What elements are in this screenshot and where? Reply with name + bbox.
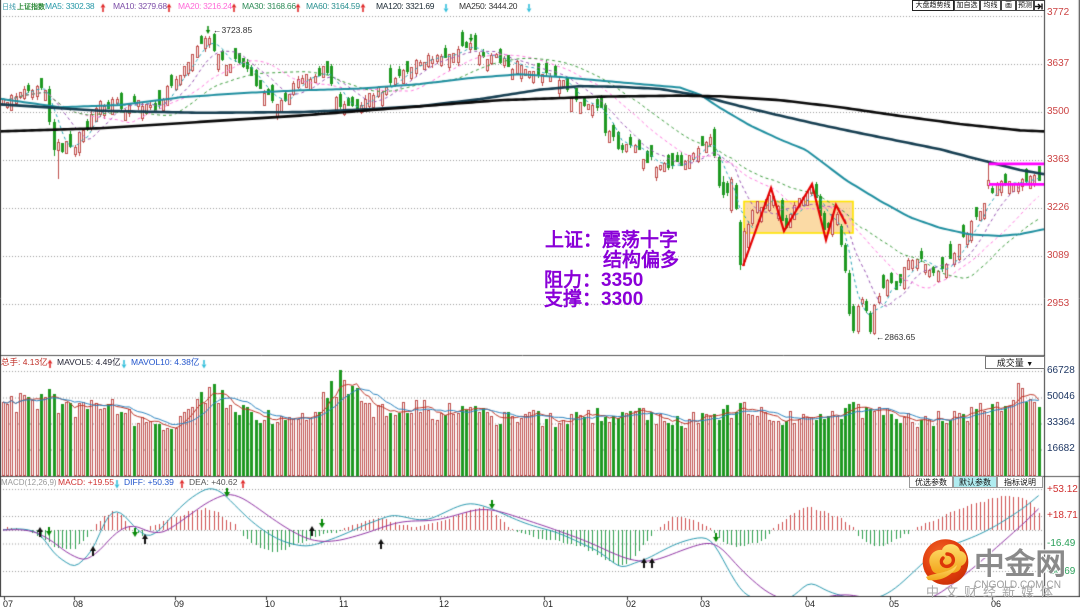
svg-text:CNGOLD.COM.CN: CNGOLD.COM.CN [974,579,1061,591]
svg-text:中金网: 中金网 [974,547,1066,581]
svg-text:中文财经新媒体: 中文财经新媒体 [926,585,1053,600]
